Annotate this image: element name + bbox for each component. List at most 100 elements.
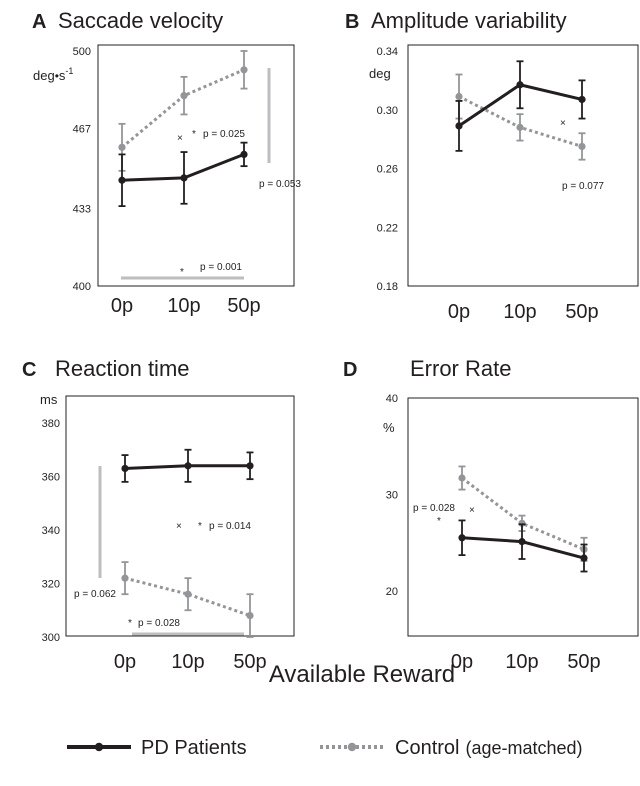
panel-b-ytick-label: 0.26 (377, 164, 398, 176)
panel-d-frame (407, 397, 639, 637)
panel-d-ytick-label: 20 (386, 586, 398, 598)
panel-d-pval: p = 0.028 (413, 503, 455, 514)
panel-c-star-1: * (198, 521, 202, 532)
panel-d-xtick-0p: 0p (451, 651, 473, 673)
panel-b-patients-point (516, 81, 524, 89)
panel-c-control-point (246, 612, 254, 620)
panel-c-unit: ms (40, 392, 58, 407)
panel-a: A Saccade velocity deg•s-1 400 433 467 500 0… (32, 8, 301, 317)
panel-b-unit: deg (369, 66, 391, 81)
panel-b-control-point (516, 123, 524, 131)
panel-b-control-point (578, 142, 586, 151)
panel-d-xtick-10p: 10p (505, 651, 538, 673)
panel-a-patients-point (240, 150, 248, 158)
panel-c-ytick-label: 360 (42, 472, 60, 484)
panel-a-patients-point (118, 176, 126, 184)
panel-d-xtick-50p: 50p (567, 651, 600, 673)
panel-c-star-2: * (128, 618, 132, 629)
panel-c-patients-point (121, 464, 129, 473)
panel-a-ytick-label: 433 (73, 203, 91, 215)
panel-c-ytick-label: 380 (42, 418, 60, 430)
panel-b: B Amplitude variability deg 0.18 0.22 0.26… (345, 8, 639, 323)
legend-patients-marker (94, 742, 104, 752)
panel-d-ytick-label: 30 (386, 489, 398, 501)
panel-d: D Error Rate % 20 30 40 0p 10p 50p p = 0.028 … (343, 356, 639, 673)
panel-b-xtick-50p: 50p (565, 301, 598, 323)
panel-d-control-line (461, 476, 585, 551)
panel-d-title: Error Rate (410, 356, 511, 381)
panel-a-control-point (240, 66, 248, 74)
panel-d-annotations: p = 0.028 * × (413, 503, 475, 527)
panel-c-pval-1: p = 0.014 (209, 521, 251, 532)
panel-b-ytick-label: 0.34 (377, 46, 398, 58)
panel-a-pval-1: p = 0.025 (203, 129, 245, 140)
panel-d-control-point (458, 474, 466, 482)
panel-a-control-point (180, 92, 188, 100)
panel-a-ytick-label: 500 (73, 46, 91, 58)
panel-c-ytick-label: 300 (42, 632, 60, 644)
panel-c-control-point (184, 590, 192, 598)
panel-c-letter: C (22, 359, 36, 381)
panel-b-xtick-0p: 0p (448, 301, 470, 323)
panel-a-patients-point (180, 174, 188, 182)
panel-b-control-point (455, 92, 463, 101)
panel-b-ytick-label: 0.18 (377, 281, 398, 293)
panel-c-pval-2: p = 0.062 (74, 589, 116, 600)
panel-c-xtick-0p: 0p (114, 651, 136, 673)
panel-c-ytick-label: 320 (42, 579, 60, 591)
panel-d-unit: % (383, 420, 395, 435)
panel-c-xtick-10p: 10p (171, 651, 204, 673)
panel-d-letter: D (343, 359, 357, 381)
panel-b-patients-point (578, 95, 586, 104)
panel-a-letter: A (32, 11, 46, 33)
panel-b-annotations: × p = 0.077 (560, 118, 604, 192)
panel-a-frame (97, 44, 295, 287)
panel-a-ytick-label: 400 (73, 281, 91, 293)
panel-d-patients-point (518, 538, 526, 546)
panel-b-patients-point (455, 122, 463, 130)
panel-c-control-point (121, 574, 129, 582)
legend-control-marker (347, 742, 357, 752)
panel-c-ytick-label: 340 (42, 525, 60, 537)
panel-a-pval-2: p = 0.053 (259, 179, 301, 190)
panel-c-annotations: × * p = 0.014 p = 0.062 * p = 0.028 (74, 466, 251, 636)
panel-c-frame (65, 395, 295, 637)
panel-a-xtick-50p: 50p (227, 295, 260, 317)
legend-control-sub: (age-matched) (465, 738, 582, 758)
panel-b-xtick-10p: 10p (503, 301, 536, 323)
panel-a-annotations: × * p = 0.025 p = 0.053 * p = 0.001 (121, 68, 301, 280)
panel-a-control-point (118, 143, 126, 151)
panel-b-ytick-label: 0.22 (377, 222, 398, 234)
panel-b-pval: p = 0.077 (562, 181, 604, 192)
panel-c-patients-point (246, 462, 254, 470)
panel-d-patients-point (458, 534, 466, 542)
panel-b-title: Amplitude variability (371, 8, 567, 33)
panel-a-star-1: * (192, 129, 196, 140)
x-axis-label: Available Reward (269, 661, 455, 688)
panel-c-cross: × (176, 521, 182, 532)
panel-d-cross: × (469, 505, 475, 516)
legend-control-main: Control (395, 737, 459, 759)
panel-a-xtick-0p: 0p (111, 295, 133, 317)
panel-d-patients-point (580, 554, 588, 562)
panel-b-ytick-label: 0.30 (377, 105, 398, 117)
panel-a-title: Saccade velocity (58, 8, 223, 33)
panel-c-control-line (124, 576, 251, 618)
panel-c-xtick-50p: 50p (233, 651, 266, 673)
panel-a-star-2: * (180, 267, 184, 278)
panel-d-ytick-label: 40 (386, 393, 398, 405)
panel-d-star: * (437, 516, 441, 527)
panel-a-cross: × (177, 133, 183, 144)
panel-b-letter: B (345, 11, 359, 33)
panel-a-unit: deg•s-1 (33, 66, 73, 83)
panel-c-pval-3: p = 0.028 (138, 618, 180, 629)
panel-b-frame (407, 44, 639, 287)
panel-c-title: Reaction time (55, 356, 190, 381)
panel-b-cross: × (560, 118, 566, 129)
legend-patients-label: PD Patients (141, 737, 247, 759)
legend: PD Patients Control (age-matched) (67, 737, 583, 759)
panel-c: C Reaction time ms 300 320 340 360 380 0p 10p 5… (22, 356, 295, 673)
panel-c-patients-point (184, 462, 192, 470)
legend-control-label: Control (age-matched) (395, 737, 583, 759)
